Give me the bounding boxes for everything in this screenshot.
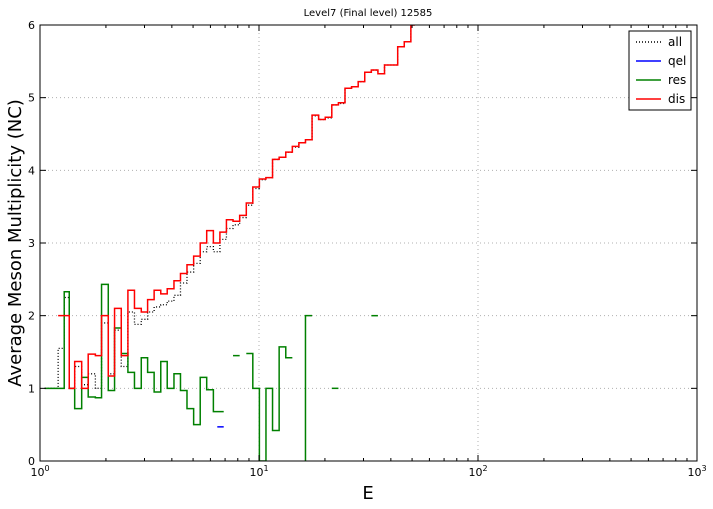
y-tick-label: 2 — [28, 310, 35, 323]
series-res-line — [259, 346, 293, 461]
x-tick-label: 101 — [249, 464, 268, 479]
ticks — [39, 24, 698, 462]
legend-label-dis: dis — [668, 92, 685, 106]
y-axis-label: Average Meson Multiplicity (NC) — [5, 99, 26, 387]
grid — [40, 25, 697, 461]
y-tick-label: 0 — [28, 455, 35, 468]
y-tick-label: 4 — [28, 164, 35, 177]
legend-label-qel: qel — [668, 54, 686, 68]
tick-labels: 100 101 102 103 0 1 2 3 4 5 6 — [28, 19, 707, 479]
series-res-line — [246, 352, 261, 461]
legend: all qel res dis — [628, 30, 692, 111]
series-res-line — [304, 314, 313, 461]
y-tick-label: 6 — [28, 19, 35, 32]
y-tick-label: 1 — [28, 382, 35, 395]
x-tick-label: 102 — [468, 464, 487, 479]
y-tick-label: 3 — [28, 237, 35, 250]
legend-label-res: res — [668, 73, 686, 87]
x-tick-label: 103 — [687, 464, 706, 479]
x-tick-label: 100 — [30, 464, 49, 479]
series-dis-line — [58, 25, 415, 390]
chart-title: Level7 (Final level) 12585 — [304, 8, 433, 19]
series-res-line — [44, 283, 224, 426]
series-layer — [44, 25, 415, 461]
legend-label-all: all — [668, 35, 682, 49]
legend-box — [628, 30, 692, 111]
x-axis-label: E — [362, 483, 373, 504]
y-tick-label: 5 — [28, 92, 35, 105]
